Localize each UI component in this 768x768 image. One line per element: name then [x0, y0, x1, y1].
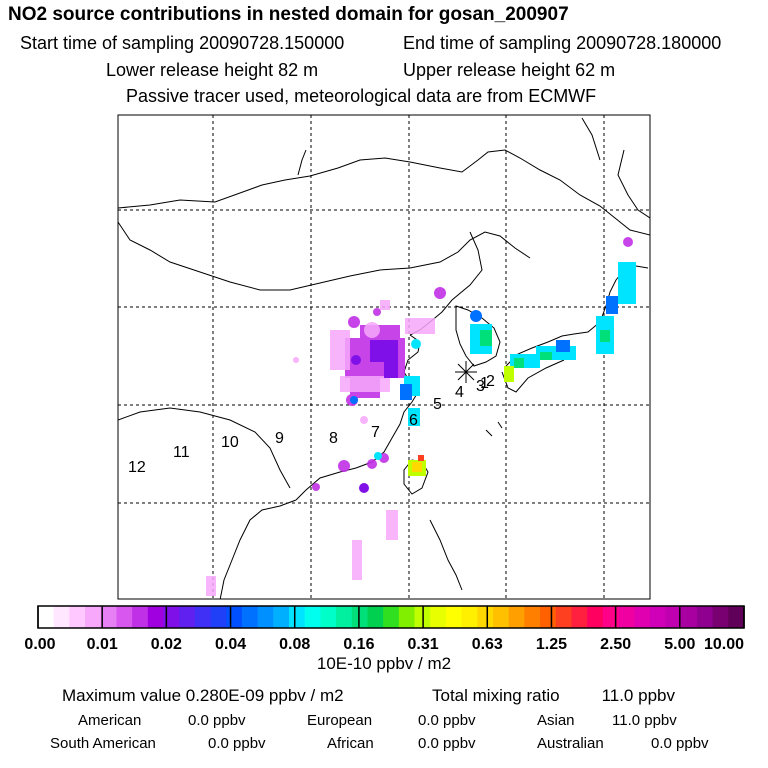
traj-label-10: 10 — [221, 434, 239, 451]
colorbar-cell — [571, 606, 588, 628]
colorbar-cell — [53, 606, 70, 628]
region-african-name: African — [327, 735, 374, 752]
traj-label-8: 8 — [329, 430, 338, 447]
colorbar-cell — [728, 606, 745, 628]
colorbar-cell — [492, 606, 510, 628]
colorbar-cell — [194, 606, 212, 628]
map-frame — [117, 114, 651, 600]
colorbar-tick-label: 0.04 — [215, 636, 246, 653]
region-european-value: 0.0 ppbv — [418, 712, 476, 729]
colorbar-cell — [38, 606, 55, 628]
colorbar-cell — [383, 606, 400, 628]
colorbar-cell — [289, 606, 306, 628]
colorbar-tick-label: 0.31 — [408, 636, 439, 653]
colorbar-tick-label: 0.00 — [24, 636, 55, 653]
colorbar-cell — [461, 606, 478, 628]
colorbar-tick-label: 2.50 — [600, 636, 631, 653]
region-african-value: 0.0 ppbv — [418, 735, 476, 752]
colorbar-cell — [445, 606, 463, 628]
colorbar-cell — [649, 606, 667, 628]
map-panel: 1 2 3 4 5 6 7 8 9 10 11 12 — [117, 114, 651, 600]
traj-label-9: 9 — [275, 430, 284, 447]
colorbar-tick-label: 0.63 — [472, 636, 503, 653]
colorbar-cell — [540, 606, 557, 628]
colorbar-cell — [430, 606, 447, 628]
colorbar-cell — [163, 606, 180, 628]
colorbar: 0.00 0.01 0.02 0.04 0.08 0.16 0.31 0.63 1.25 2.50… — [24, 605, 745, 653]
total-mixing-label: Total mixing ratio 11.0 ppbv — [432, 686, 675, 706]
colorbar-cell — [69, 606, 86, 628]
colorbar-cell — [241, 606, 259, 628]
colorbar-tick-label: 5.00 — [664, 636, 695, 653]
colorbar-cell — [210, 606, 227, 628]
colorbar-cell — [367, 606, 384, 628]
colorbar-cell — [696, 606, 714, 628]
region-australian-value: 0.0 ppbv — [651, 735, 709, 752]
colorbar-tick-label: 0.16 — [343, 636, 374, 653]
colorbar-tick-label: 0.02 — [151, 636, 182, 653]
colorbar-cell — [320, 606, 337, 628]
traj-label-4: 4 — [455, 384, 464, 401]
region-american-name: American — [78, 712, 142, 729]
region-european-name: European — [307, 712, 373, 729]
colorbar-cell — [524, 606, 541, 628]
colorbar-cell — [179, 606, 196, 628]
colorbar-cell — [132, 606, 149, 628]
colorbar-tick-label: 0.08 — [279, 636, 310, 653]
upper-height-label: Upper release height 62 m — [403, 60, 616, 80]
traj-label-2: 2 — [486, 373, 495, 390]
start-time-label: Start time of sampling 20090728.150000 — [20, 33, 345, 53]
colorbar-cell — [304, 606, 321, 628]
colorbar-cell — [336, 606, 353, 628]
colorbar-cell — [508, 606, 525, 628]
traj-label-3: 3 — [476, 378, 485, 395]
colorbar-cell — [257, 606, 274, 628]
region-south-american-value: 0.0 ppbv — [208, 735, 266, 752]
region-asian-name: Asian — [537, 712, 575, 729]
traj-label-5: 5 — [433, 396, 442, 413]
colorbar-cell — [712, 606, 729, 628]
colorbar-cell — [116, 606, 133, 628]
colorbar-tick-label: 10.00 — [704, 636, 744, 653]
receptor-marker — [455, 361, 477, 383]
tracer-note: Passive tracer used, meteorological data… — [126, 86, 597, 106]
lower-height-label: Lower release height 82 m — [106, 60, 319, 80]
colorbar-frame — [37, 605, 745, 629]
region-south-american-name: South American — [50, 735, 156, 752]
traj-label-12: 12 — [128, 459, 146, 476]
colorbar-cell — [587, 606, 604, 628]
total-mixing-title: Total mixing ratio — [432, 686, 560, 705]
colorbar-cell — [665, 606, 682, 628]
max-value-label: Maximum value 0.280E-09 ppbv / m2 — [62, 686, 344, 705]
end-time-label: End time of sampling 20090728.180000 — [403, 33, 722, 53]
colorbar-cell — [555, 606, 573, 628]
contribution-field — [206, 237, 636, 596]
colorbar-cell — [273, 606, 290, 628]
traj-label-11: 11 — [173, 444, 190, 461]
colorbar-unit: 10E-10 ppbv / m2 — [316, 654, 452, 673]
colorbar-cell — [85, 606, 102, 628]
colorbar-tick-label: 1.25 — [536, 636, 567, 653]
colorbar-tick-label: 0.01 — [87, 636, 118, 653]
colorbar-cell — [681, 606, 698, 628]
chart-title: NO2 source contributions in nested domai… — [8, 4, 569, 25]
colorbar-cell — [477, 606, 494, 628]
colorbar-cell — [351, 606, 369, 628]
total-mixing-value: 11.0 ppbv — [601, 686, 675, 705]
colorbar-cell — [618, 606, 635, 628]
traj-label-6: 6 — [409, 412, 418, 429]
colorbar-cell — [602, 606, 620, 628]
region-asian-value: 11.0 ppbv — [612, 712, 677, 729]
traj-label-7: 7 — [371, 424, 380, 441]
colorbar-cell — [398, 606, 416, 628]
colorbar-cell — [226, 606, 243, 628]
colorbar-cell — [100, 606, 118, 628]
region-australian-name: Australian — [537, 735, 604, 752]
colorbar-cell — [634, 606, 651, 628]
colorbar-cell — [147, 606, 165, 628]
traj-label-1: 1 — [480, 375, 489, 392]
region-american-value: 0.0 ppbv — [188, 712, 246, 729]
